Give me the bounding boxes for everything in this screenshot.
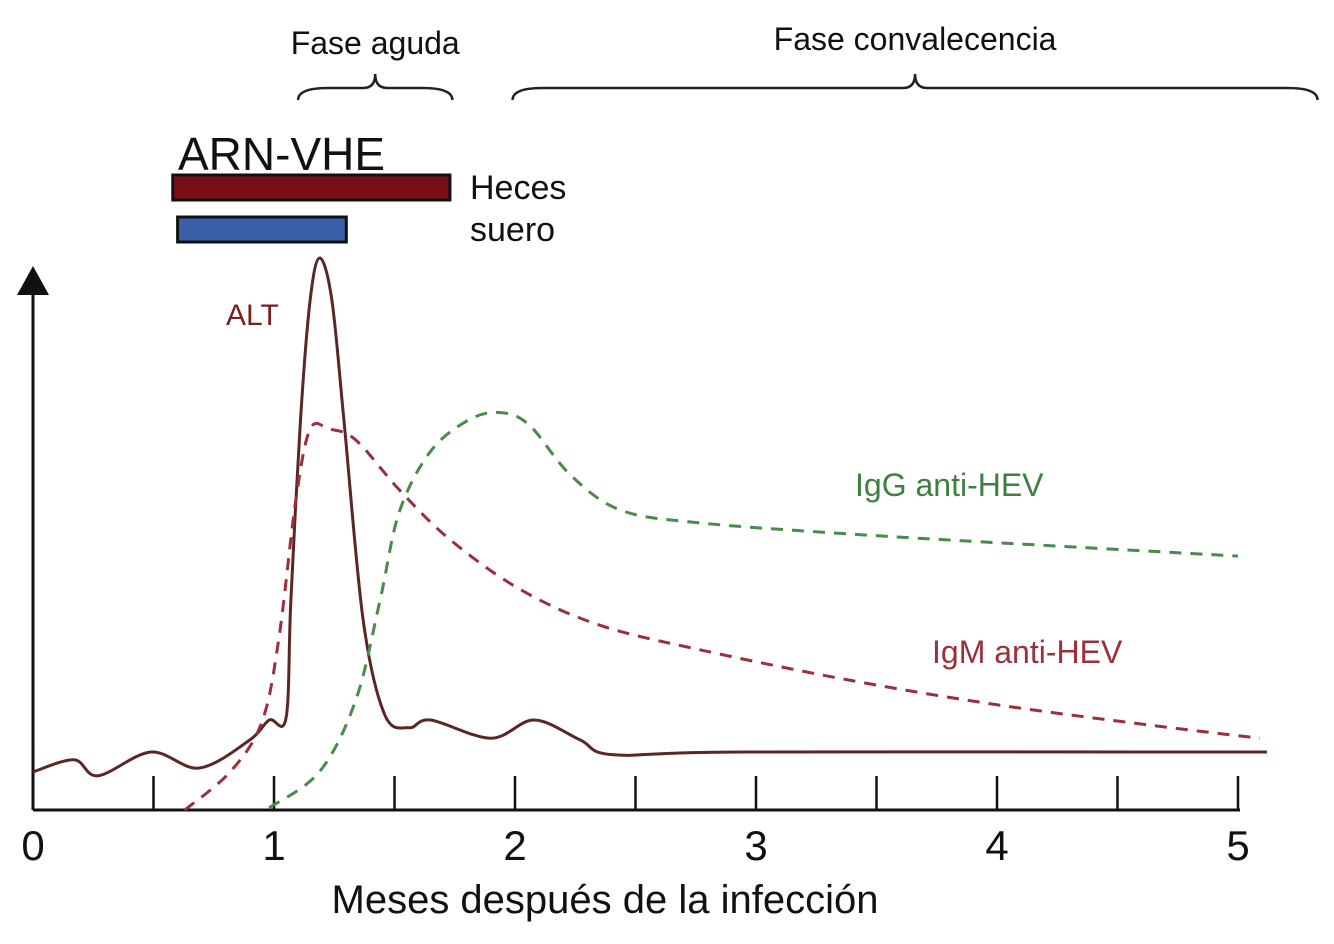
rna-bar-label: suero (470, 211, 555, 249)
phase-brace (511, 73, 1319, 101)
x-tick-label: 5 (1226, 822, 1249, 869)
rna-bar-heces (171, 173, 452, 202)
phase-label: Fase convalecencia (774, 21, 1057, 57)
label-igg: IgG anti-HEV (855, 467, 1044, 503)
x-tick-label: 3 (744, 822, 767, 869)
x-tick-label: 0 (21, 822, 44, 869)
x-axis-label: Meses después de la infección (332, 878, 879, 922)
phase-brace (296, 73, 454, 101)
rna-bar-label: Heces (470, 169, 566, 207)
curve-igm (183, 421, 1260, 812)
label-igm: IgM anti-HEV (932, 634, 1123, 670)
rna-title: ARN-VHE (178, 128, 385, 180)
x-tick-label: 4 (985, 822, 1008, 869)
rna-bar-suero (176, 215, 348, 244)
x-tick-label: 1 (262, 822, 285, 869)
x-tick-label: 2 (503, 822, 526, 869)
y-axis-arrow-icon (17, 266, 49, 295)
curve-igg (268, 410, 1239, 810)
phase-label: Fase aguda (291, 25, 460, 61)
curve-alt (32, 256, 1267, 778)
label-alt: ALT (226, 299, 279, 332)
